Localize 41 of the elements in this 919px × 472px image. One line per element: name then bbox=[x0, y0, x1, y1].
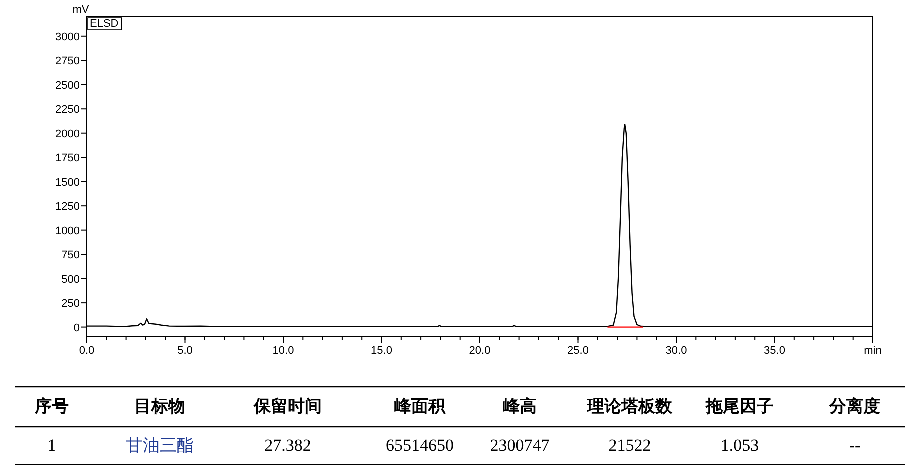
y-tick-label: 2000 bbox=[56, 128, 80, 140]
text: 峰高 bbox=[503, 397, 537, 416]
y-tick-label: 1250 bbox=[56, 201, 80, 214]
y-tick-label: 1000 bbox=[56, 225, 80, 238]
y-tick-label: 750 bbox=[62, 250, 80, 262]
x-tick-label: 5.0 bbox=[178, 345, 193, 357]
text: 1.053 bbox=[720, 436, 760, 455]
y-tick-label: 1500 bbox=[56, 176, 80, 189]
x-tick-label: 30.0 bbox=[666, 345, 688, 357]
text: 甘油三酯 bbox=[126, 436, 194, 455]
text: 1 bbox=[48, 436, 56, 455]
y-tick-label: 0 bbox=[74, 322, 80, 334]
text: 分离度 bbox=[828, 397, 880, 416]
text: 保留时间 bbox=[253, 397, 322, 416]
annotation: ELSD bbox=[90, 18, 119, 30]
text: 21522 bbox=[608, 436, 652, 455]
x-tick-label: min bbox=[864, 345, 882, 357]
y-tick-label: 2500 bbox=[56, 80, 80, 92]
text: 65514650 bbox=[386, 436, 454, 455]
text: -- bbox=[849, 436, 861, 455]
text: 目标物 bbox=[134, 397, 186, 416]
detector-label: ELSD bbox=[88, 18, 122, 30]
y-axis-title: mV bbox=[72, 4, 90, 16]
text: 27.382 bbox=[264, 436, 312, 455]
text: 2300747 bbox=[490, 436, 550, 455]
y-tick-label: 250 bbox=[62, 298, 80, 310]
x-tick-label: 15.0 bbox=[371, 345, 392, 357]
x-tick-label: 10.0 bbox=[272, 345, 294, 357]
y-tick-label: 1750 bbox=[56, 152, 80, 165]
text: 理论塔板数 bbox=[586, 397, 674, 416]
y-tick-label: 3000 bbox=[56, 31, 80, 44]
x-tick-label: 0.0 bbox=[79, 345, 95, 357]
x-tick-label: 25.0 bbox=[568, 345, 589, 357]
y-tick-label: 500 bbox=[62, 274, 80, 286]
y-tick-label: 2250 bbox=[56, 104, 80, 116]
text: 峰面积 bbox=[394, 397, 446, 416]
x-tick-label: 20.0 bbox=[469, 345, 491, 357]
text: 序号 bbox=[34, 397, 69, 416]
text: 拖尾因子 bbox=[705, 397, 774, 416]
x-tick-label: 35.0 bbox=[764, 345, 786, 357]
y-tick-label: 2750 bbox=[56, 56, 80, 68]
